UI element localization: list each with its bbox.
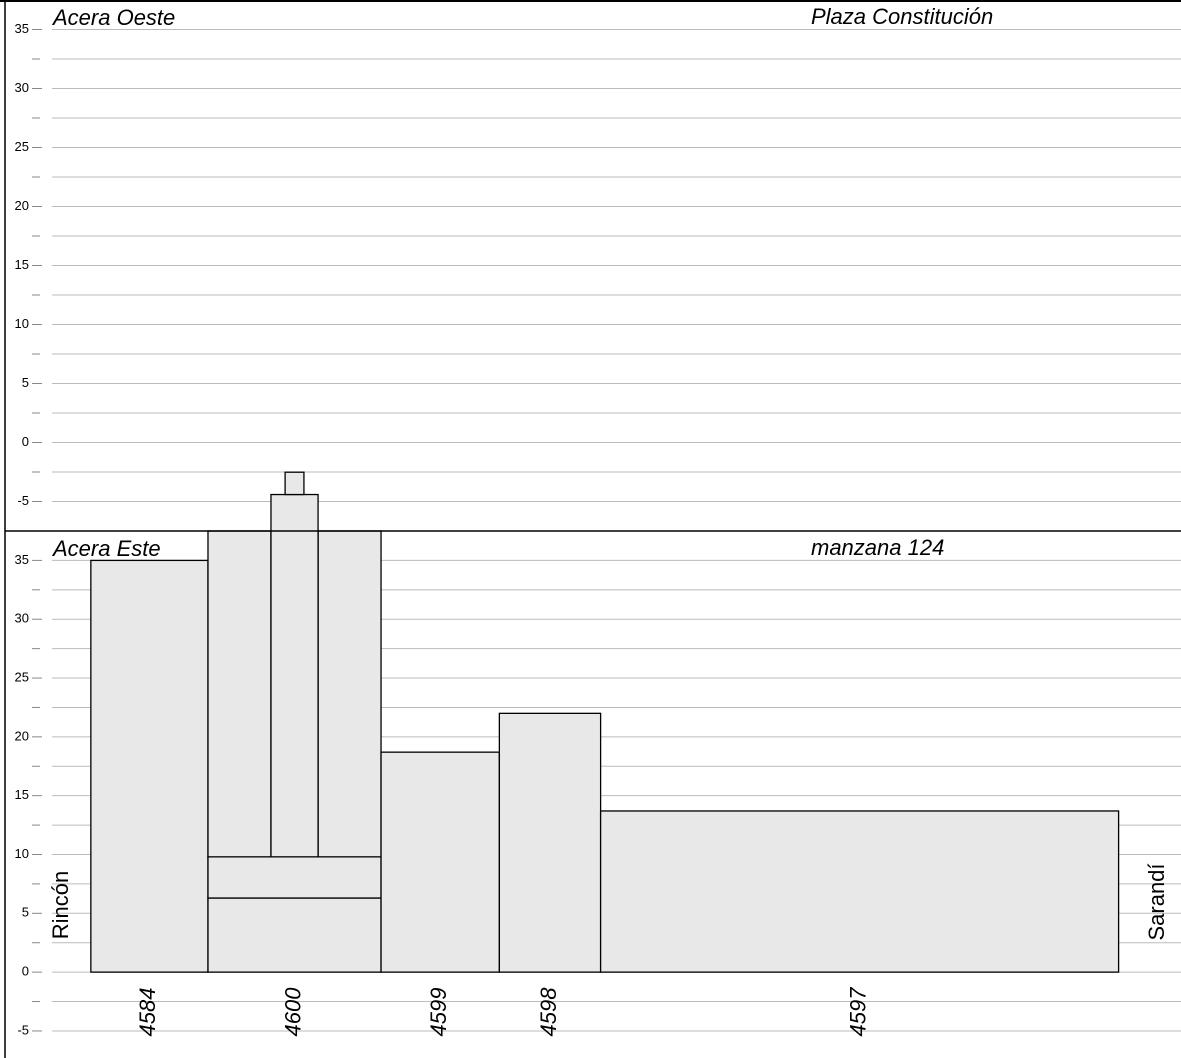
- building-label: 4600: [280, 987, 305, 1037]
- building-part: [207, 856, 382, 899]
- building-label: 4598: [536, 987, 561, 1037]
- y-tick-label: 5: [22, 905, 29, 920]
- y-tick-label: 0: [22, 964, 29, 979]
- side-label: Acera Oeste: [51, 5, 175, 30]
- y-tick-label: 35: [15, 552, 29, 567]
- y-tick-label: 30: [15, 611, 29, 626]
- y-tick-label: 30: [15, 80, 29, 95]
- y-tick-label: 10: [15, 846, 29, 861]
- right-street-label: Sarandí: [1144, 863, 1169, 940]
- building-part: [90, 559, 209, 973]
- y-tick-label: 35: [15, 21, 29, 36]
- left-street-label: Rincón: [48, 871, 73, 939]
- building-part: [317, 530, 382, 858]
- building-part: [599, 810, 1120, 973]
- y-tick-label: 20: [15, 198, 29, 213]
- building-part: [284, 471, 305, 496]
- building-label: 4584: [135, 988, 160, 1037]
- y-tick-label: -5: [17, 493, 29, 508]
- building-label: 4597: [845, 987, 870, 1037]
- place-label: manzana 124: [811, 535, 944, 560]
- side-label: Acera Este: [51, 536, 161, 561]
- building-part: [207, 897, 382, 973]
- y-tick-label: 10: [15, 316, 29, 331]
- building-part: [380, 751, 501, 973]
- y-tick-label: 15: [15, 257, 29, 272]
- building-label: 4599: [426, 988, 451, 1037]
- y-tick-label: -5: [17, 1022, 29, 1037]
- y-tick-label: 25: [15, 669, 29, 684]
- marks-layer: [90, 471, 1120, 973]
- y-tick-label: 0: [22, 434, 29, 449]
- building-part: [498, 712, 602, 973]
- y-tick-label: 15: [15, 787, 29, 802]
- building-part: [207, 530, 272, 858]
- y-tick-label: 25: [15, 139, 29, 154]
- y-tick-label: 5: [22, 375, 29, 390]
- building-part: [270, 493, 319, 858]
- place-label: Plaza Constitución: [811, 4, 993, 29]
- y-tick-label: 20: [15, 728, 29, 743]
